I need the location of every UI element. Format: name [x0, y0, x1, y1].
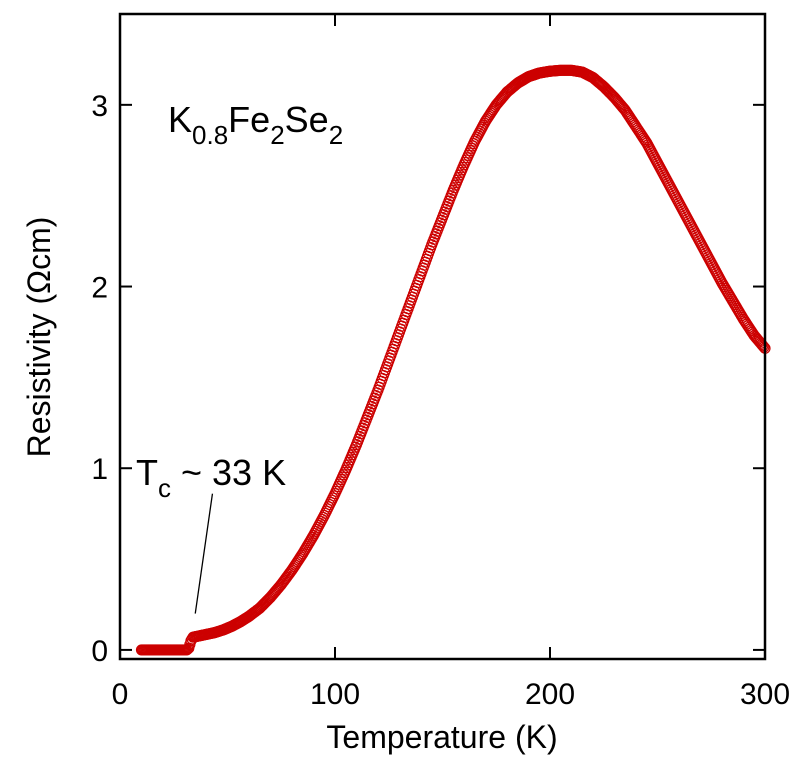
tc-sub: c — [158, 473, 171, 503]
y-tick-label: 2 — [91, 272, 108, 305]
x-axis-title: Temperature (K) — [326, 719, 557, 755]
data-point — [756, 338, 768, 351]
tc-pointer-line — [194, 493, 214, 614]
plot-frame — [118, 12, 767, 661]
formula-fe: Fe — [228, 99, 270, 140]
y-tick-label: 1 — [91, 453, 108, 486]
formula-k: K — [168, 99, 192, 140]
formula-label: K0.8Fe2Se2 — [168, 99, 343, 150]
tc-t: T — [136, 452, 158, 493]
axis-ticks: 0 100 200 300 0 1 2 3 — [91, 14, 790, 711]
x-tick-label: 0 — [112, 678, 129, 711]
y-tick-label: 0 — [91, 635, 108, 668]
data-point — [757, 340, 769, 352]
y-axis-title: Resistivity (Ωcm) — [21, 217, 57, 458]
data-point — [181, 644, 193, 656]
x-tick-label: 200 — [525, 678, 575, 711]
data-points — [135, 64, 771, 656]
tc-label: Tc ~ 33 K — [136, 452, 286, 503]
formula-sub-1: 0.8 — [192, 120, 228, 150]
y-tick-label: 3 — [91, 90, 108, 123]
x-tick-label: 300 — [740, 678, 790, 711]
x-tick-label: 100 — [310, 678, 360, 711]
tc-rest: ~ 33 K — [171, 452, 286, 493]
formula-sub-2: 2 — [270, 120, 284, 150]
formula-se: Se — [285, 99, 329, 140]
formula-sub-3: 2 — [329, 120, 343, 150]
